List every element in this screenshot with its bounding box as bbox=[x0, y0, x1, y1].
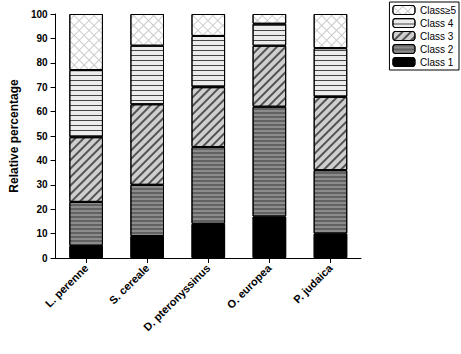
svg-text:60: 60 bbox=[36, 106, 48, 117]
svg-text:Class 2: Class 2 bbox=[420, 44, 454, 55]
svg-text:20: 20 bbox=[36, 204, 48, 215]
svg-text:Class 4: Class 4 bbox=[420, 18, 454, 29]
svg-text:70: 70 bbox=[36, 82, 48, 93]
svg-text:S. cereale: S. cereale bbox=[107, 262, 152, 307]
svg-text:Class≥5: Class≥5 bbox=[420, 5, 456, 16]
svg-text:40: 40 bbox=[36, 155, 48, 166]
svg-text:0: 0 bbox=[42, 253, 48, 264]
svg-text:O. europea: O. europea bbox=[225, 261, 275, 311]
svg-text:D. pteronyssinus: D. pteronyssinus bbox=[141, 262, 213, 334]
svg-text:50: 50 bbox=[36, 131, 48, 142]
svg-text:Class 3: Class 3 bbox=[420, 31, 454, 42]
svg-text:L. perenne: L. perenne bbox=[43, 262, 91, 310]
svg-text:10: 10 bbox=[36, 228, 48, 239]
svg-text:Class 1: Class 1 bbox=[420, 57, 454, 68]
svg-text:30: 30 bbox=[36, 179, 48, 190]
svg-text:90: 90 bbox=[36, 33, 48, 44]
svg-text:Relative percentage: Relative percentage bbox=[7, 79, 21, 193]
svg-text:80: 80 bbox=[36, 57, 48, 68]
svg-text:P. judaica: P. judaica bbox=[291, 261, 335, 305]
svg-text:100: 100 bbox=[31, 9, 48, 20]
